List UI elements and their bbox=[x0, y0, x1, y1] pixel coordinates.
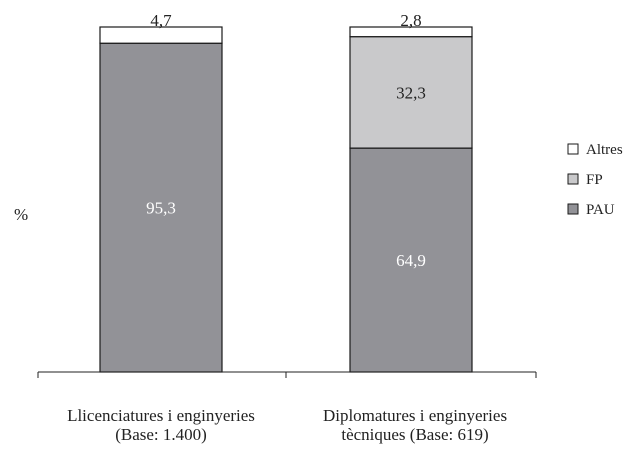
bar-segment-altres bbox=[99, 26, 223, 44]
data-label: 2,8 bbox=[400, 11, 421, 30]
data-label: 95,3 bbox=[146, 199, 176, 218]
y-axis-label: % bbox=[14, 205, 28, 224]
bar-segment-altres bbox=[349, 26, 473, 38]
legend-label-fp: FP bbox=[586, 172, 603, 188]
legend-swatch-pau bbox=[567, 203, 579, 215]
data-label: 32,3 bbox=[396, 83, 426, 102]
legend: Altres FP PAU bbox=[567, 142, 623, 218]
bar-segment-pau bbox=[99, 42, 223, 373]
x-tick-label: (Base: 1.400) bbox=[115, 425, 207, 444]
x-tick-label: tècniques (Base: 619) bbox=[341, 425, 488, 444]
x-tick-label: Diplomatures i enginyeries bbox=[323, 406, 507, 425]
data-labels: 95,3 4,7 64,9 32,3 2,8 bbox=[146, 11, 426, 270]
x-tick-label: Llicenciatures i enginyeries bbox=[67, 406, 255, 425]
legend-swatch-fp bbox=[567, 173, 579, 185]
data-label: 4,7 bbox=[150, 11, 172, 30]
legend-label-altres: Altres bbox=[586, 142, 623, 158]
legend-swatch-altres bbox=[567, 143, 579, 155]
legend-label-pau: PAU bbox=[586, 202, 615, 218]
x-ticks: Llicenciatures i enginyeries(Base: 1.400… bbox=[37, 372, 537, 444]
bar-segment-fp bbox=[349, 36, 473, 149]
data-label: 64,9 bbox=[396, 251, 426, 270]
bars bbox=[99, 26, 473, 373]
